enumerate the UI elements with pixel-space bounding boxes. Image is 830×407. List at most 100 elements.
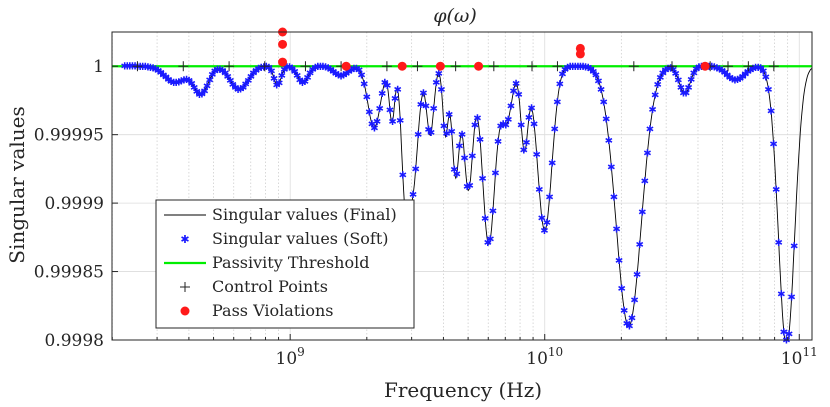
soft-singular-value-point: ✱	[661, 65, 669, 76]
y-tick-label: 1	[93, 57, 104, 77]
soft-singular-value-point: ✱	[365, 108, 373, 119]
soft-singular-value-point: ✱	[496, 122, 504, 133]
soft-singular-value-point: ✱	[437, 85, 445, 96]
soft-singular-value-point: ✱	[744, 67, 752, 78]
soft-singular-value-point: ✱	[321, 63, 329, 74]
soft-singular-value-point: ✱	[342, 69, 350, 80]
soft-singular-value-point: ✱	[278, 71, 286, 82]
soft-singular-value-point: ✱	[424, 125, 432, 136]
soft-singular-value-point: ✱	[687, 75, 695, 86]
soft-singular-value-point: ✱	[641, 177, 649, 188]
soft-singular-value-point: ✱	[690, 68, 698, 79]
y-tick-label: 0.99985	[34, 263, 104, 283]
soft-singular-value-point: ✱	[481, 214, 489, 225]
pass-violation-point	[474, 61, 484, 71]
soft-singular-value-point: ✱	[635, 240, 643, 251]
soft-singular-value-point: ✱	[378, 89, 386, 100]
soft-singular-value-point: ✱	[242, 80, 250, 91]
soft-singular-value-point: ✱	[450, 165, 458, 176]
soft-singular-value-point: ✱	[682, 88, 690, 99]
soft-singular-value-point: ✱	[368, 119, 376, 130]
soft-singular-value-point: ✱	[285, 63, 293, 74]
soft-singular-value-point: ✱	[290, 67, 298, 78]
y-tick-label: 0.99995	[34, 126, 104, 146]
soft-singular-value-point: ✱	[206, 75, 214, 86]
pass-violation-point	[397, 61, 407, 71]
y-tick-label: 0.9999	[45, 194, 104, 214]
soft-singular-value-point: ✱	[435, 69, 443, 80]
control-point	[450, 61, 461, 72]
soft-singular-value-point: ✱	[538, 213, 546, 224]
soft-singular-value-point: ✱	[417, 100, 425, 111]
soft-singular-value-point: ✱	[679, 88, 687, 99]
soft-singular-value-point: ✱	[350, 64, 358, 75]
soft-singular-value-point: ✱	[672, 69, 680, 80]
soft-singular-value-point: ✱	[162, 73, 170, 84]
soft-singular-value-point: ✱	[203, 81, 211, 92]
soft-singular-value-point: ✱	[345, 67, 353, 78]
soft-singular-value-point: ✱	[357, 70, 365, 81]
soft-singular-value-point: ✱	[231, 83, 239, 94]
soft-singular-value-point: ✱	[172, 78, 180, 89]
y-tick-label: 0.9998	[45, 331, 104, 351]
soft-singular-value-point: ✱	[514, 90, 522, 101]
soft-singular-value-point: ✱	[185, 76, 193, 87]
soft-singular-value-point: ✱	[252, 66, 260, 77]
soft-singular-value-point: ✱	[551, 124, 559, 135]
soft-singular-value-point: ✱	[381, 78, 389, 89]
x-axis-label: Frequency (Hz)	[384, 378, 542, 402]
soft-singular-value-point: ✱	[334, 71, 342, 82]
soft-singular-value-point: ✱	[239, 83, 247, 94]
soft-singular-value-point: ✱	[244, 76, 252, 87]
x-tick-label: 109	[276, 345, 305, 369]
soft-singular-value-point: ✱	[141, 62, 149, 73]
soft-singular-value-point: ✱	[764, 85, 772, 96]
soft-singular-value-point: ✱	[499, 120, 507, 131]
soft-singular-value-point: ✱	[187, 79, 195, 90]
soft-singular-value-point: ✱	[656, 73, 664, 84]
soft-singular-value-point: ✱	[221, 69, 229, 80]
soft-singular-value-point: ✱	[339, 71, 347, 82]
soft-singular-value-point: ✱	[360, 79, 368, 90]
legend-swatch: ✱	[180, 234, 189, 246]
soft-singular-value-point: ✱	[527, 104, 535, 115]
soft-singular-value-point: ✱	[759, 66, 767, 77]
soft-singular-value-point: ✱	[502, 120, 510, 131]
control-point	[552, 61, 563, 72]
soft-singular-value-point: ✱	[177, 77, 185, 88]
legend-entry: ✱ Singular values (Soft)	[180, 229, 388, 248]
soft-singular-value-point: ✱	[569, 62, 577, 73]
control-point	[412, 61, 423, 72]
soft-singular-value-point: ✱	[329, 67, 337, 78]
soft-singular-value-point: ✱	[352, 64, 360, 75]
final-singular-values-line	[112, 65, 813, 341]
soft-singular-value-point: ✱	[751, 63, 759, 74]
soft-singular-value-point: ✱	[478, 174, 486, 185]
soft-singular-value-point: ✱	[370, 123, 378, 134]
soft-singular-value-point: ✱	[780, 328, 788, 339]
series-layer: ✱✱✱✱✱✱✱✱✱✱✱✱✱✱✱✱✱✱✱✱✱✱✱✱✱✱✱✱✱✱✱✱✱✱✱✱✱✱✱✱…	[112, 27, 813, 347]
soft-singular-value-point: ✱	[169, 78, 177, 89]
soft-singular-value-point: ✱	[738, 72, 746, 83]
soft-singular-value-point: ✱	[393, 85, 401, 96]
soft-singular-value-point: ✱	[167, 77, 175, 88]
soft-singular-value-point: ✱	[581, 62, 589, 73]
soft-singular-value-point: ✱	[270, 74, 278, 85]
soft-singular-value-point: ✱	[262, 62, 270, 73]
soft-singular-value-point: ✱	[787, 293, 795, 304]
soft-singular-value-point: ✱	[669, 65, 677, 76]
soft-singular-value-point: ✱	[767, 106, 775, 117]
soft-singular-value-point: ✱	[723, 71, 731, 82]
soft-singular-value-point: ✱	[520, 146, 528, 157]
soft-singular-value-point: ✱	[713, 63, 721, 74]
soft-singular-value-point: ✱	[324, 64, 332, 75]
control-point	[527, 61, 537, 72]
soft-singular-value-point: ✱	[654, 80, 662, 91]
soft-singular-value-point: ✱	[308, 65, 316, 76]
soft-singular-value-point: ✱	[422, 101, 430, 112]
soft-singular-value-point: ✱	[556, 80, 564, 91]
soft-singular-value-point: ✱	[610, 192, 618, 203]
soft-singular-value-point: ✱	[448, 127, 456, 138]
soft-singular-value-point: ✱	[530, 119, 538, 130]
